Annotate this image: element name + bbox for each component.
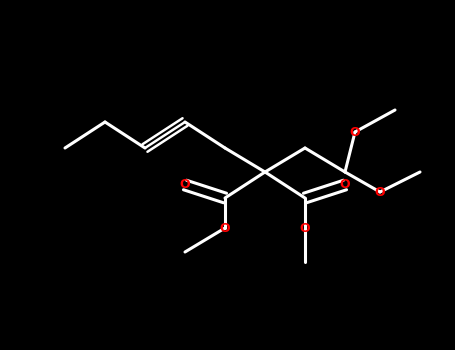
- Text: O: O: [340, 178, 350, 191]
- Text: O: O: [350, 126, 360, 139]
- Text: O: O: [220, 222, 230, 235]
- Text: O: O: [180, 178, 190, 191]
- Text: O: O: [374, 186, 385, 198]
- Text: O: O: [300, 222, 310, 235]
